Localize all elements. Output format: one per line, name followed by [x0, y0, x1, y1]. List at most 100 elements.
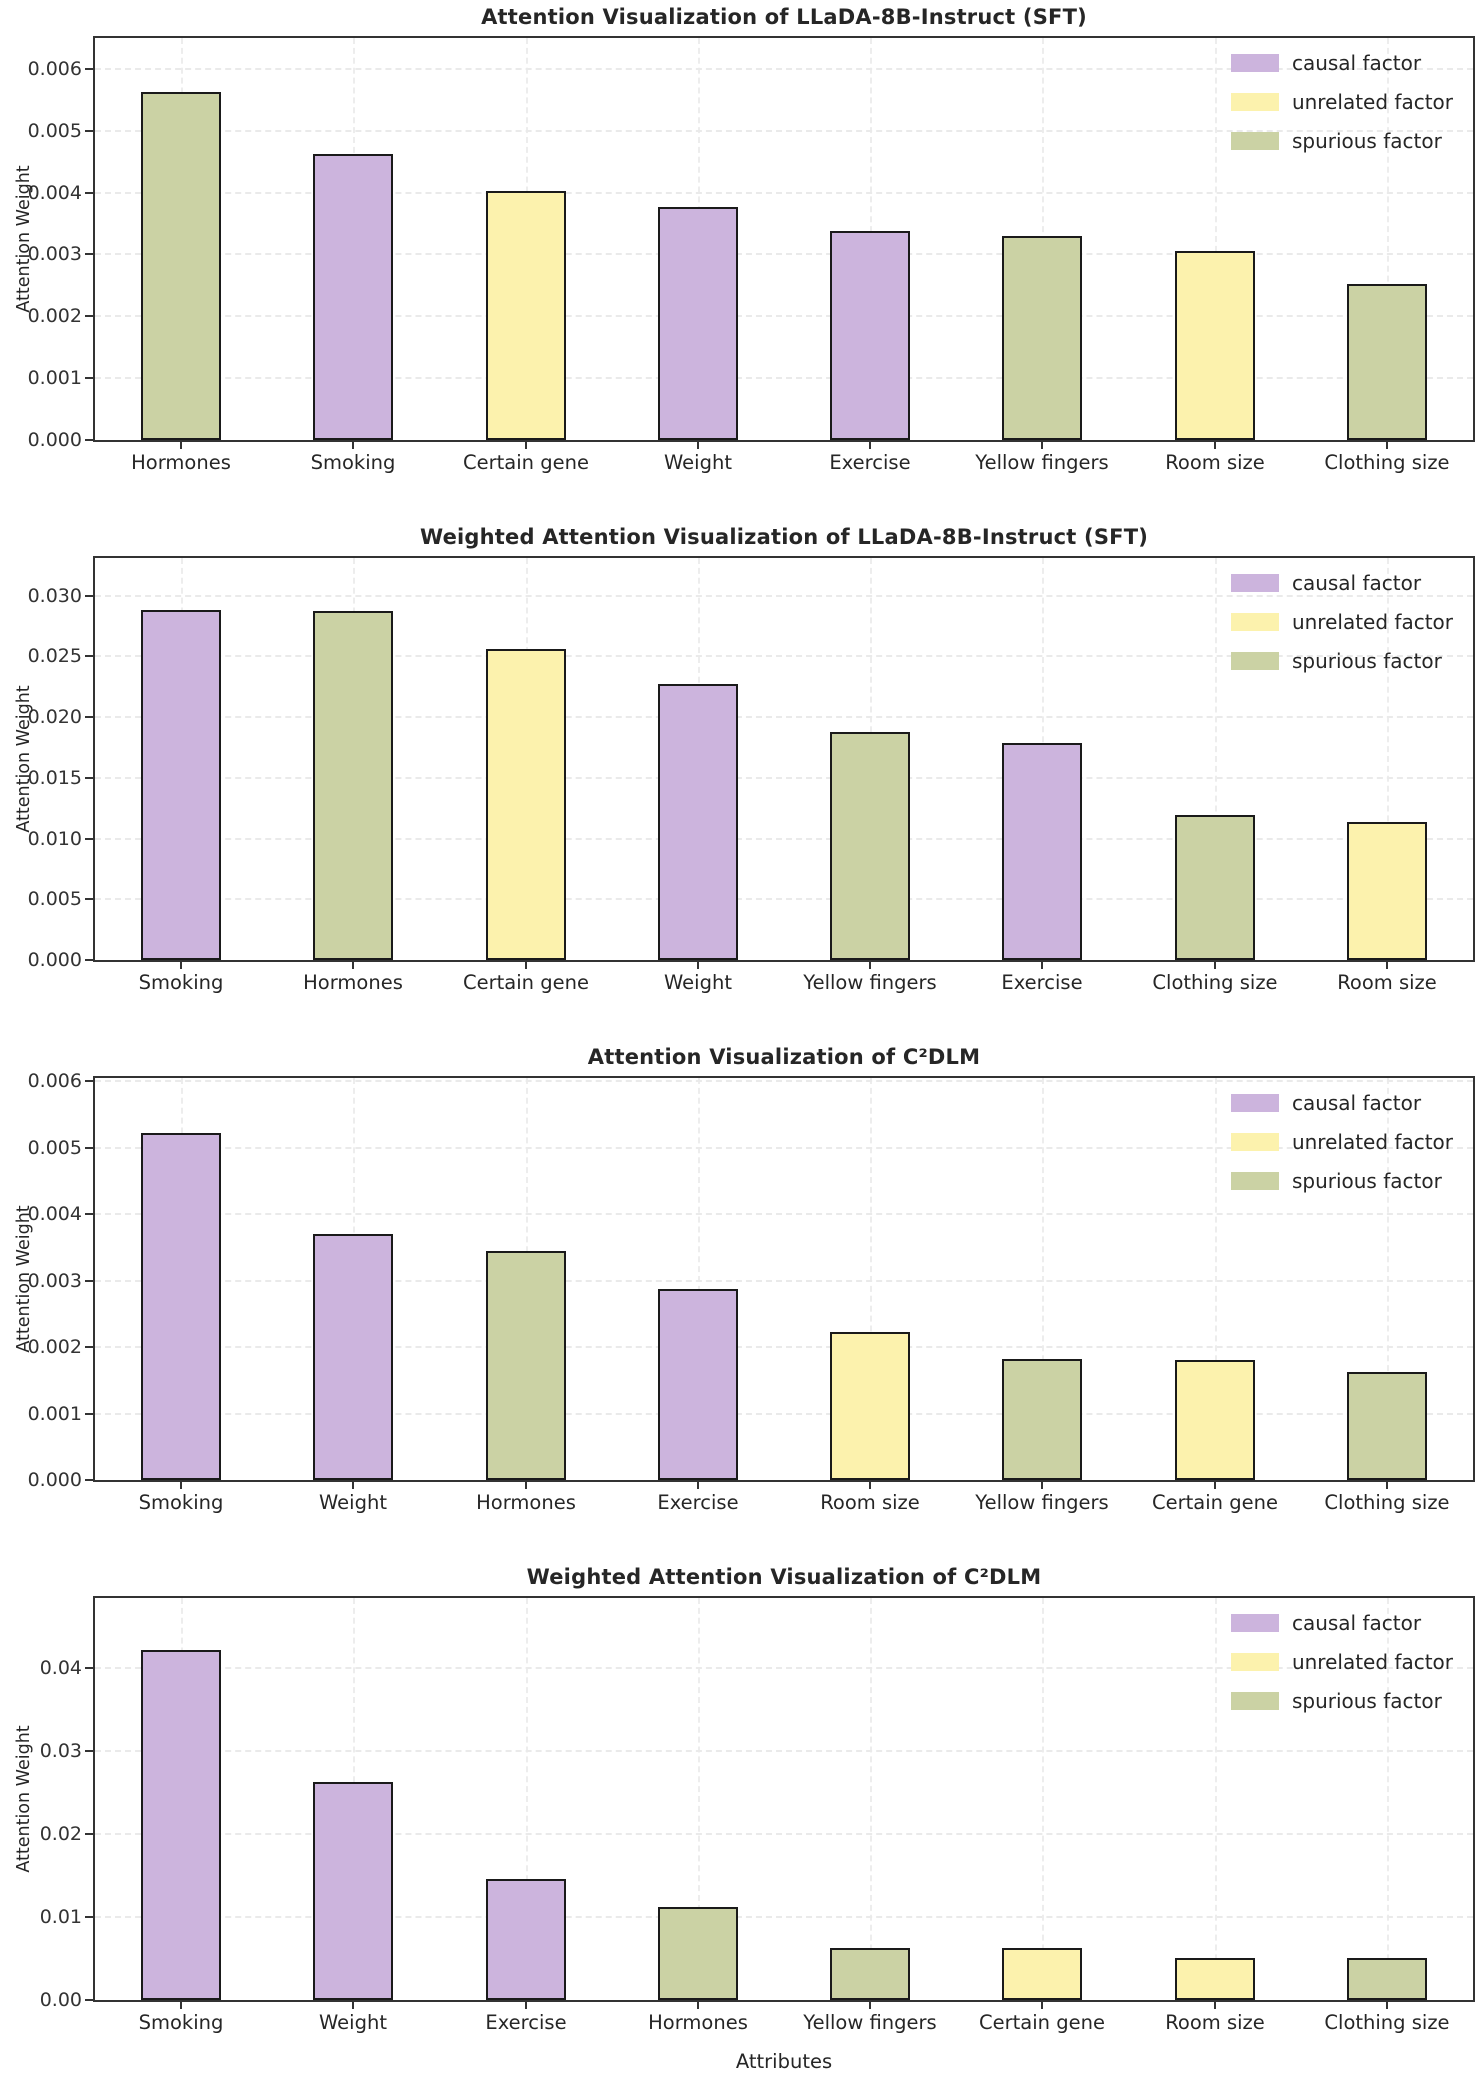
plot-inner	[95, 1078, 1473, 1480]
y-tick-mark	[85, 68, 93, 70]
x-tick-mark	[869, 962, 871, 969]
bar-yellow-fingers	[1002, 236, 1082, 440]
x-tick-label: Room size	[1337, 971, 1437, 994]
chart-title: Attention Visualization of C²DLM	[587, 1045, 981, 1069]
x-tick-mark	[1386, 2002, 1388, 2009]
bar-clothing-size	[1347, 284, 1427, 440]
y-tick-mark	[85, 777, 93, 779]
gridline-vertical	[1215, 1598, 1217, 2000]
gridline-horizontal	[95, 1916, 1473, 1918]
legend-swatch-causal-icon	[1230, 54, 1279, 72]
legend-label: spurious factor	[1291, 649, 1442, 673]
y-tick-mark	[85, 1667, 93, 1669]
x-tick-mark	[1041, 962, 1043, 969]
x-tick-label: Weight	[319, 2011, 387, 2034]
legend-swatch-causal-icon	[1230, 1614, 1279, 1632]
bar-clothing-size	[1347, 1958, 1427, 2000]
bar-weight	[658, 684, 738, 960]
y-tick-mark	[85, 130, 93, 132]
x-tick-mark	[180, 442, 182, 449]
x-tick-mark	[1214, 1482, 1216, 1489]
x-tick-label: Smoking	[138, 971, 224, 994]
legend-label: causal factor	[1291, 1611, 1422, 1635]
x-tick-mark	[1386, 442, 1388, 449]
bar-room-size	[1175, 1958, 1255, 2000]
gridline-vertical	[1387, 38, 1389, 440]
gridline-horizontal	[95, 68, 1473, 70]
x-tick-label: Room size	[1165, 451, 1265, 474]
y-tick-mark	[85, 192, 93, 194]
y-tick-label: 0.001	[27, 1403, 82, 1425]
y-axis-label: Attention Weight	[14, 1205, 34, 1353]
y-tick-mark	[85, 1916, 93, 1918]
legend-swatch-causal-icon	[1230, 1094, 1279, 1112]
x-tick-label: Smoking	[310, 451, 396, 474]
legend-entry-causal: causal factor	[1230, 51, 1453, 75]
x-tick-mark	[697, 1482, 699, 1489]
y-tick-mark	[85, 1147, 93, 1149]
x-tick-label: Weight	[664, 971, 732, 994]
gridline-horizontal	[95, 595, 1473, 597]
y-tick-mark	[85, 1833, 93, 1835]
bar-exercise	[486, 1879, 566, 2000]
y-tick-label: 0.005	[27, 1137, 82, 1159]
bar-hormones	[141, 92, 221, 440]
bar-exercise	[658, 1289, 738, 1480]
gridline-vertical	[1215, 1078, 1217, 1480]
legend-entry-causal: causal factor	[1230, 1611, 1453, 1635]
legend-label: spurious factor	[1291, 129, 1442, 153]
y-tick-label: 0.005	[27, 888, 82, 910]
bar-certain-gene	[1175, 1360, 1255, 1480]
y-tick-mark	[85, 253, 93, 255]
legend-entry-causal: causal factor	[1230, 571, 1453, 595]
x-tick-mark	[697, 962, 699, 969]
legend-entry-unrelated: unrelated factor	[1230, 1650, 1453, 1674]
legend-entry-causal: causal factor	[1230, 1091, 1453, 1115]
legend-label: causal factor	[1291, 51, 1422, 75]
y-tick-mark	[85, 838, 93, 840]
x-tick-label: Certain gene	[1152, 1491, 1278, 1514]
x-tick-mark	[697, 2002, 699, 2009]
y-tick-mark	[85, 1213, 93, 1215]
y-axis-label: Attention Weight	[14, 165, 34, 313]
bar-certain-gene	[1002, 1948, 1082, 2000]
y-tick-mark	[85, 1280, 93, 1282]
bar-yellow-fingers	[830, 732, 910, 960]
chart-title: Weighted Attention Visualization of LLaD…	[419, 525, 1149, 549]
x-tick-label: Yellow fingers	[975, 451, 1109, 474]
bar-smoking	[141, 1650, 221, 2000]
x-tick-mark	[180, 962, 182, 969]
gridline-horizontal	[95, 377, 1473, 379]
legend-label: unrelated factor	[1291, 1650, 1453, 1674]
gridline-horizontal	[95, 716, 1473, 718]
x-tick-mark	[352, 1482, 354, 1489]
x-tick-label: Hormones	[648, 2011, 748, 2034]
gridline-horizontal	[95, 1833, 1473, 1835]
legend-label: unrelated factor	[1291, 1130, 1453, 1154]
x-tick-label: Room size	[1165, 2011, 1265, 2034]
x-tick-label: Room size	[820, 1491, 920, 1514]
bar-certain-gene	[486, 191, 566, 440]
bar-yellow-fingers	[830, 1948, 910, 2000]
bar-hormones	[658, 1907, 738, 2000]
y-tick-label: 0.002	[27, 1336, 82, 1358]
gridline-horizontal	[95, 1413, 1473, 1415]
legend-label: unrelated factor	[1291, 610, 1453, 634]
x-tick-label: Smoking	[138, 1491, 224, 1514]
y-tick-mark	[85, 315, 93, 317]
legend-label: spurious factor	[1291, 1169, 1442, 1193]
legend-entry-unrelated: unrelated factor	[1230, 90, 1453, 114]
gridline-horizontal	[95, 192, 1473, 194]
x-tick-label: Hormones	[303, 971, 403, 994]
gridline-vertical	[870, 1078, 872, 1480]
x-tick-label: Weight	[319, 1491, 387, 1514]
x-tick-label: Hormones	[476, 1491, 576, 1514]
legend-swatch-unrelated-icon	[1230, 1133, 1279, 1151]
gridline-horizontal	[95, 898, 1473, 900]
x-tick-mark	[525, 442, 527, 449]
plot-inner	[95, 1598, 1473, 2000]
x-tick-mark	[1041, 2002, 1043, 2009]
bar-smoking	[313, 154, 393, 440]
y-tick-label: 0.030	[27, 585, 82, 607]
plot-area: causal factor unrelated factor spurious fa…	[93, 1596, 1475, 2002]
